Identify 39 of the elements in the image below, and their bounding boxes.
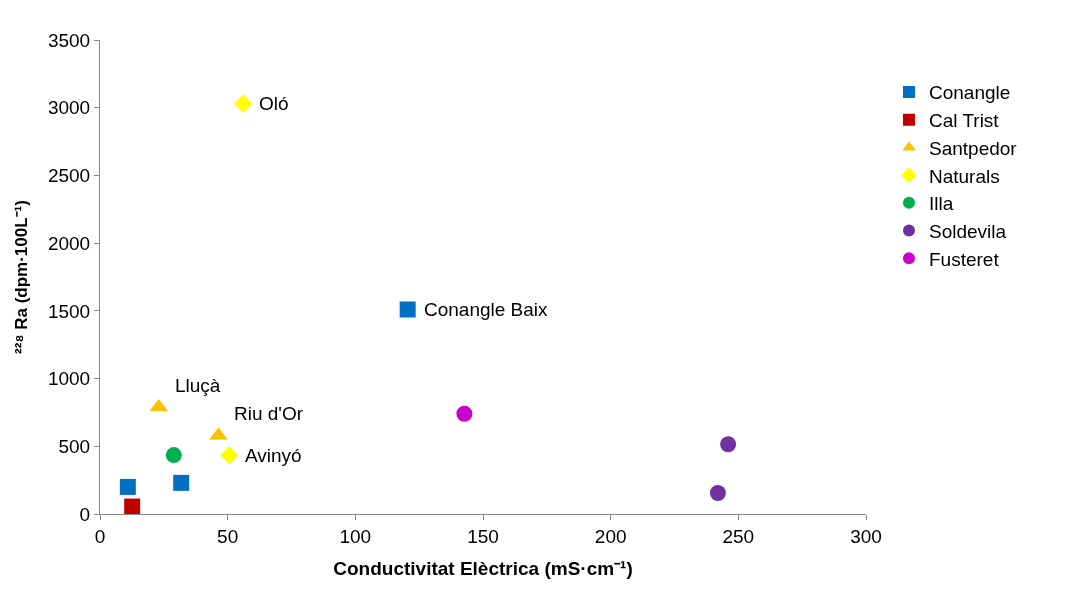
point — [233, 94, 253, 113]
annotation: Conangle Baix — [424, 299, 549, 320]
point — [220, 445, 239, 465]
x-tick-label: 0 — [94, 525, 106, 547]
annotation: Riu d'Or — [234, 403, 304, 424]
x-tick-label: 150 — [467, 525, 499, 547]
y-tick-label: 2000 — [47, 232, 91, 254]
y-tick-label: 1500 — [47, 300, 91, 322]
point — [119, 478, 136, 495]
legend-label: Naturals — [928, 165, 1000, 187]
legend-label: Santpedor — [928, 137, 1018, 159]
y-axis-title: ²²⁸ Ra (dpm·100L⁻¹) — [12, 200, 32, 354]
legend-label: Conangle — [928, 82, 1011, 104]
y-tick-label: 3500 — [47, 29, 91, 51]
point — [456, 405, 473, 422]
y-tick-label: 1000 — [47, 368, 91, 390]
y-tick-label: 3000 — [47, 97, 91, 119]
x-tick-label: 300 — [850, 525, 882, 547]
annotation: Oló — [259, 93, 289, 114]
point — [124, 498, 141, 514]
annotation: Lluçà — [175, 375, 221, 396]
legend-label: Cal Trist — [928, 110, 1000, 132]
legend-label: Soldevila — [928, 220, 1007, 242]
y-tick-label: 2500 — [47, 165, 91, 187]
legend-label: Illa — [928, 193, 954, 215]
point — [720, 436, 737, 453]
x-tick-label: 250 — [722, 525, 755, 547]
x-axis-title: Conductivitat Elèctrica (mS·cm⁻¹) — [333, 557, 633, 579]
point — [399, 301, 416, 318]
x-tick-label: 100 — [339, 525, 372, 547]
legend-label: Fusteret — [928, 248, 1000, 270]
x-tick-label: 50 — [217, 525, 239, 547]
point — [709, 485, 726, 501]
point — [173, 474, 190, 491]
y-tick-label: 500 — [58, 435, 91, 457]
x-tick-label: 200 — [594, 525, 627, 547]
y-tick-label: 0 — [79, 503, 91, 525]
annotation: Avinyó — [245, 445, 302, 466]
point — [165, 447, 182, 464]
